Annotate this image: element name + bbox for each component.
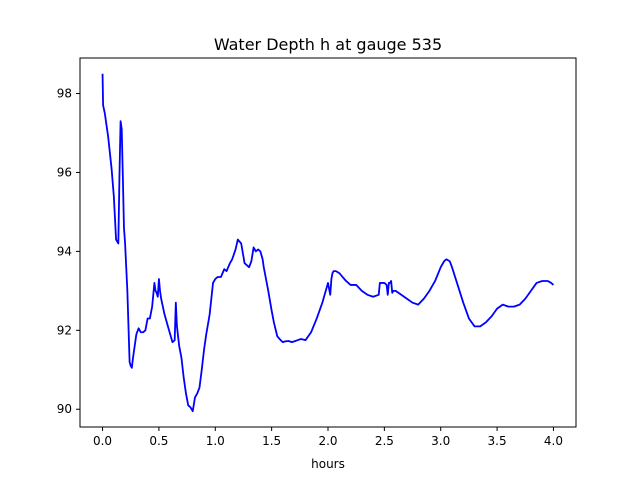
x-tick-label: 3.5: [488, 434, 507, 448]
y-tick-label: 92: [57, 323, 72, 337]
x-tick-label: 0.5: [149, 434, 168, 448]
x-tick-label: 3.0: [431, 434, 450, 448]
x-tick-label: 4.0: [544, 434, 563, 448]
plot-area: [79, 57, 577, 428]
plot-frame: [79, 57, 577, 428]
x-tick-label: 0.0: [93, 434, 112, 448]
x-tick-label: 1.5: [262, 434, 281, 448]
y-tick-label: 90: [57, 402, 72, 416]
x-axis-label: hours: [311, 457, 345, 471]
x-axis: 0.0 0.5 1.0 1.5 2.0 2.5 3.0 3.5 4.0: [93, 427, 563, 448]
y-tick-label: 94: [57, 244, 72, 258]
y-tick-label: 96: [57, 165, 72, 179]
y-tick-label: 98: [57, 87, 72, 101]
x-tick-label: 1.0: [206, 434, 225, 448]
series-line-0: [101, 73, 555, 413]
chart-title: Water Depth h at gauge 535: [214, 35, 442, 54]
y-axis: 90 92 94 96 98: [57, 87, 80, 416]
x-tick-label: 2.5: [375, 434, 394, 448]
x-tick-label: 2.0: [318, 434, 337, 448]
